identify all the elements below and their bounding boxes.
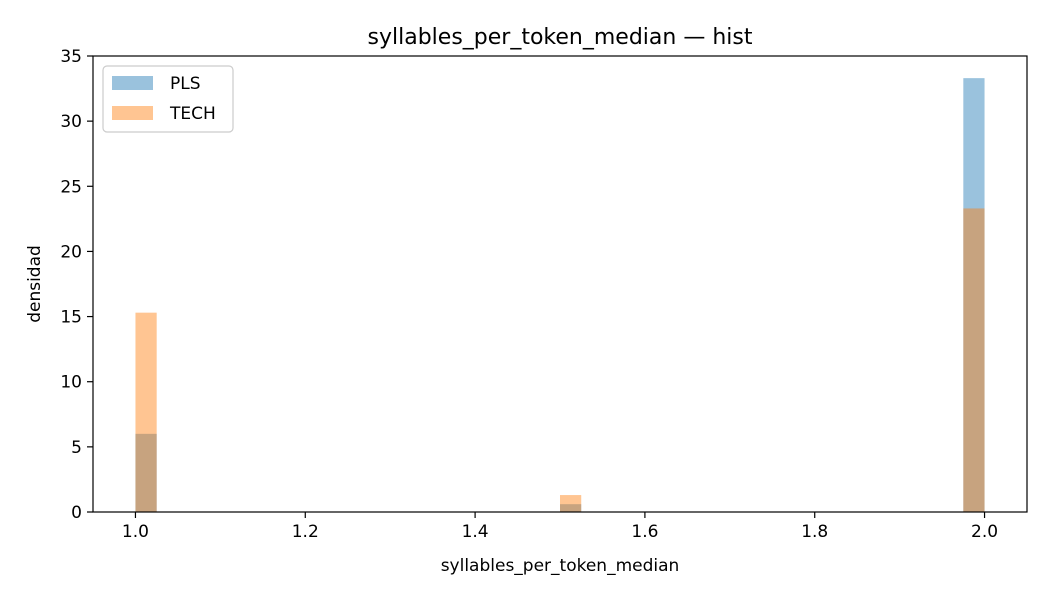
y-tick-label: 30: [60, 112, 82, 132]
y-tick-label: 35: [60, 47, 82, 67]
y-tick-label: 5: [71, 438, 82, 458]
bar-pls-1: [560, 504, 582, 512]
x-tick-label: 1.6: [631, 522, 658, 542]
bars-layer: [135, 78, 985, 513]
y-tick-label: 10: [60, 373, 82, 393]
bar-tech-2: [963, 208, 985, 513]
plot-frame: [92, 55, 1028, 513]
y-tick-label: 15: [60, 308, 82, 328]
legend: PLS TECH: [102, 65, 234, 133]
legend-swatch-pls: [112, 76, 153, 90]
bar-pls-2: [963, 78, 985, 513]
x-tick-label: 1.0: [122, 522, 149, 542]
legend-swatch-tech: [112, 106, 153, 120]
legend-frame: [102, 65, 234, 133]
y-tick-label: 20: [60, 242, 82, 262]
bar-pls-0: [135, 433, 157, 512]
bar-tech-1: [560, 495, 582, 512]
x-tick-label: 1.4: [462, 522, 489, 542]
y-axis: 0 5 10 15 20 25 30 35: [60, 47, 93, 523]
y-tick-label: 0: [71, 503, 82, 523]
x-tick-label: 1.2: [292, 522, 319, 542]
x-axis: 1.0 1.2 1.4 1.6 1.8 2.0: [122, 512, 998, 542]
x-tick-label: 1.8: [801, 522, 828, 542]
y-axis-label: densidad: [25, 245, 45, 323]
chart-title: syllables_per_token_median — hist: [368, 25, 753, 50]
bar-tech-0: [135, 312, 157, 512]
y-tick-label: 25: [60, 177, 82, 197]
x-axis-label: syllables_per_token_median: [441, 556, 680, 576]
legend-label-tech: TECH: [169, 104, 216, 124]
legend-label-pls: PLS: [170, 74, 201, 94]
x-tick-label: 2.0: [971, 522, 998, 542]
